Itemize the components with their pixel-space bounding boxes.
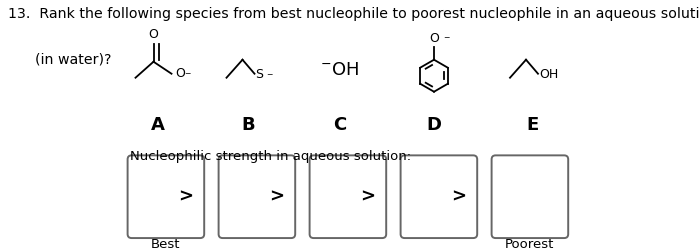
Text: E: E [526, 116, 538, 133]
Text: 13.  Rank the following species from best nucleophile to poorest nucleophile in : 13. Rank the following species from best… [8, 7, 700, 21]
Text: $^{-}$: $^{-}$ [185, 72, 193, 82]
Text: B: B [241, 116, 255, 133]
Text: $^{-}$: $^{-}$ [443, 36, 451, 46]
FancyBboxPatch shape [491, 155, 568, 238]
Text: Poorest: Poorest [505, 238, 554, 249]
Text: S: S [256, 68, 263, 81]
Text: O: O [176, 67, 186, 80]
Text: >: > [360, 188, 375, 206]
Text: >: > [451, 188, 466, 206]
Text: O: O [148, 28, 158, 41]
Text: C: C [333, 116, 346, 133]
Text: $^{-}$OH: $^{-}$OH [320, 61, 359, 79]
Text: Nucleophilic strength in aqueous solution:: Nucleophilic strength in aqueous solutio… [130, 150, 411, 163]
Text: Best: Best [151, 238, 181, 249]
FancyBboxPatch shape [400, 155, 477, 238]
Text: A: A [150, 116, 164, 133]
Text: D: D [426, 116, 442, 133]
FancyBboxPatch shape [309, 155, 386, 238]
Text: >: > [269, 188, 284, 206]
Text: (in water)?: (in water)? [8, 52, 112, 66]
Text: O: O [429, 32, 439, 45]
Text: $^{-}$: $^{-}$ [265, 73, 273, 83]
Text: >: > [178, 188, 193, 206]
Text: OH: OH [539, 68, 559, 81]
FancyBboxPatch shape [127, 155, 204, 238]
FancyBboxPatch shape [218, 155, 295, 238]
